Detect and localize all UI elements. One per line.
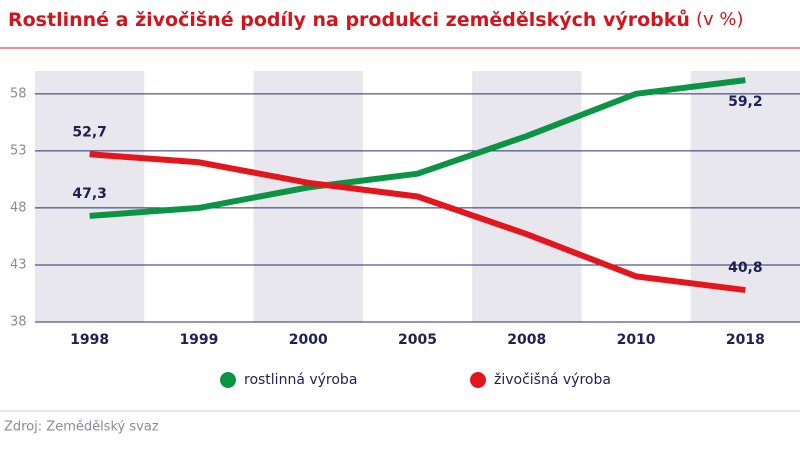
line <box>89 151 746 294</box>
chart-title-group: Rostlinné a živočišné podíly na produkci… <box>8 8 744 31</box>
y-tick-label: 58 <box>10 86 27 101</box>
band <box>472 71 582 322</box>
legend-label: rostlinná výroba <box>244 372 357 388</box>
legend-marker <box>220 372 236 388</box>
x-tick-label: 1998 <box>70 332 109 348</box>
value-label: 40,8 <box>728 260 763 276</box>
x-tick-label: 2000 <box>289 332 328 348</box>
legend-marker <box>470 372 486 388</box>
y-tick-label: 53 <box>10 143 27 158</box>
x-tick-label: 2010 <box>617 332 656 348</box>
x-tick-label: 2005 <box>398 332 437 348</box>
y-tick-label: 48 <box>10 200 27 215</box>
plot: 38 43 48 53 58 1998 1999 2000 2005 2008 2010 2018 47… <box>10 71 800 388</box>
x-tick-label: 2008 <box>507 332 546 348</box>
x-tick-label: 2018 <box>726 332 765 348</box>
band <box>690 71 800 322</box>
y-tick-label: 38 <box>10 315 27 330</box>
x-tick-label: 1999 <box>179 332 218 348</box>
y-tick-label: 43 <box>10 257 27 272</box>
source: Zdroj: Zemědělský svaz <box>4 420 159 435</box>
band <box>35 71 145 322</box>
value-label: 59,2 <box>728 94 763 110</box>
line <box>89 77 746 219</box>
chart-subtitle: (v %) <box>696 9 744 30</box>
chart-title: Rostlinné a živočišné podíly na produkci… <box>8 8 690 31</box>
legend-label: živočišná výroba <box>494 372 611 388</box>
value-label: 52,7 <box>72 124 107 140</box>
value-label: 47,3 <box>72 186 107 202</box>
